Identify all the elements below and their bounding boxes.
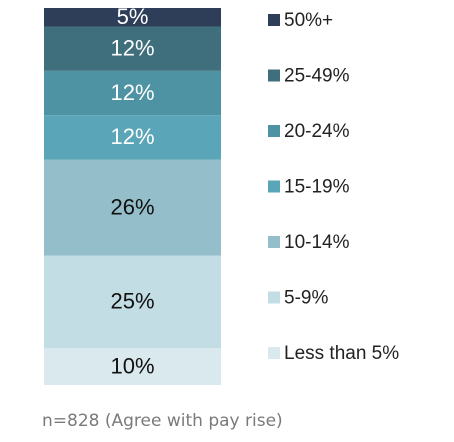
bar-segment (44, 70, 221, 116)
legend-swatch (268, 347, 280, 359)
legend-label: 20-24% (284, 121, 350, 142)
data-label: 10% (110, 353, 154, 378)
bar-segment (44, 115, 221, 160)
bar-segment (44, 348, 221, 385)
legend-label: 10-14% (284, 232, 350, 253)
footnote: n=828 (Agree with pay rise) (42, 411, 283, 431)
data-label: 12% (110, 35, 154, 60)
data-label: 26% (110, 194, 154, 219)
legend-swatch (268, 14, 280, 26)
bar-segment (44, 255, 221, 349)
legend-swatch (268, 180, 280, 193)
data-label: 5% (117, 4, 149, 29)
legend-swatch (268, 291, 280, 304)
legend-label: Less than 5% (284, 343, 399, 364)
legend-label: 5-9% (284, 288, 328, 309)
legend-swatch (268, 125, 280, 137)
legend-label: 15-19% (284, 177, 350, 198)
legend-swatch (268, 236, 280, 248)
legend-label: 50%+ (284, 10, 333, 31)
data-label: 12% (110, 124, 154, 149)
legend-label: 25-49% (284, 66, 350, 87)
legend-swatch (268, 69, 280, 82)
data-label: 12% (110, 80, 154, 105)
bar-segment (44, 26, 221, 71)
bar-segment (44, 159, 221, 256)
bar-segment (44, 8, 221, 27)
data-label: 25% (110, 289, 154, 314)
